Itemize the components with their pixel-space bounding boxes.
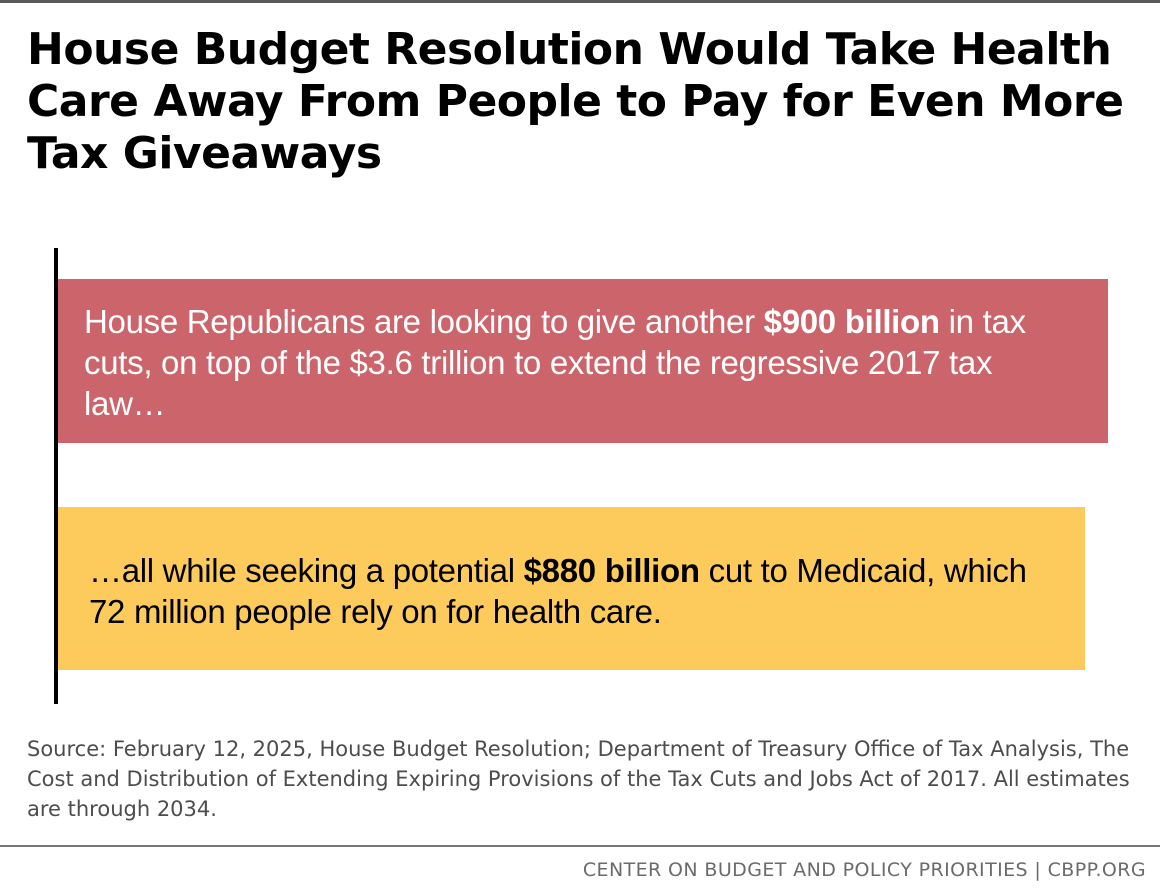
top-rule [0, 0, 1160, 3]
bar-label-tax-cuts: House Republicans are looking to give an… [84, 301, 1064, 424]
chart-title: House Budget Resolution Would Take Healt… [27, 24, 1124, 179]
chart-axis-line [54, 248, 58, 704]
footer-rule [0, 845, 1160, 847]
bar-medicaid-cut: …all while seeking a potential $880 bill… [58, 507, 1085, 670]
bar-label-medicaid-before: …all while seeking a potential [89, 552, 524, 589]
bar-label-medicaid-amount: $880 billion [523, 552, 700, 589]
source-note: Source: February 12, 2025, House Budget … [27, 737, 1130, 821]
bar-tax-cuts: House Republicans are looking to give an… [58, 279, 1108, 443]
bar-label-medicaid-after: cut to Medicaid, which 72 million people… [89, 552, 1027, 630]
bar-label-medicaid-cut: …all while seeking a potential $880 bill… [89, 550, 1069, 632]
bar-chart: House Republicans are looking to give an… [0, 240, 1160, 710]
bar-label-tax-cuts-amount: $900 billion [763, 303, 940, 340]
bar-label-tax-cuts-after: in tax cuts, on top of the $3.6 trillion… [84, 303, 1026, 422]
bar-label-tax-cuts-before: House Republicans are looking to give an… [84, 303, 764, 340]
footer-credit: CENTER ON BUDGET AND POLICY PRIORITIES |… [582, 859, 1146, 881]
